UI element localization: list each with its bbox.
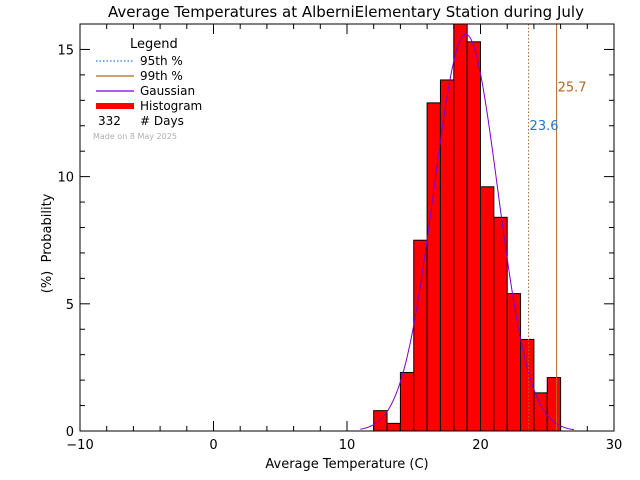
legend-label-99th: 99th % — [140, 69, 183, 83]
legend-title: Legend — [130, 37, 178, 52]
histogram-bar — [480, 186, 495, 432]
histogram-bar — [413, 239, 428, 432]
histogram-bars — [373, 23, 562, 432]
x-axis-label: Average Temperature (C) — [265, 457, 428, 472]
chart-title: Average Temperatures at AlberniElementar… — [108, 3, 584, 21]
gaussian-curve — [360, 33, 575, 431]
histogram-bar — [466, 41, 481, 432]
made-on-note: Made on 8 May 2025 — [93, 132, 177, 141]
gaussian-line — [360, 33, 575, 431]
histogram-bar — [386, 422, 401, 432]
histogram-bar — [493, 216, 508, 432]
x-tick-label: −10 — [66, 438, 93, 453]
histogram-bar — [546, 377, 562, 432]
x-tick-label: 30 — [606, 438, 623, 453]
y-tick-label: 5 — [66, 298, 74, 313]
percentile-lines: 23.6 25.7 — [528, 24, 587, 431]
legend-day-count-label: # Days — [140, 114, 184, 128]
y-axis-label-top: Probability — [40, 193, 55, 262]
y-axis-label-bottom: (%) — [40, 271, 55, 294]
y-tick-label: 0 — [66, 425, 74, 440]
legend-label-gaussian: Gaussian — [140, 84, 195, 98]
histogram-bar — [399, 371, 415, 432]
y-axis-label-unit: (%) — [40, 271, 55, 294]
percentile-99-label: 25.7 — [558, 81, 587, 96]
legend: Legend 95th % 99th % Gaussian Histogram … — [93, 37, 202, 141]
legend-label-95th: 95th % — [140, 54, 183, 68]
histogram-bar — [453, 23, 468, 432]
x-tick-label: 20 — [472, 438, 489, 453]
x-tick-label: 10 — [339, 438, 356, 453]
legend-label-histogram: Histogram — [140, 99, 202, 113]
legend-day-count: 332 — [98, 114, 121, 128]
y-tick-label: 15 — [57, 43, 74, 58]
y-tick-label: 10 — [57, 171, 74, 186]
y-axis-label: Probability — [40, 193, 55, 262]
histogram-bar — [439, 79, 455, 432]
histogram-bar — [506, 293, 522, 432]
percentile-95-label: 23.6 — [530, 119, 559, 134]
x-tick-label: 0 — [209, 438, 217, 453]
